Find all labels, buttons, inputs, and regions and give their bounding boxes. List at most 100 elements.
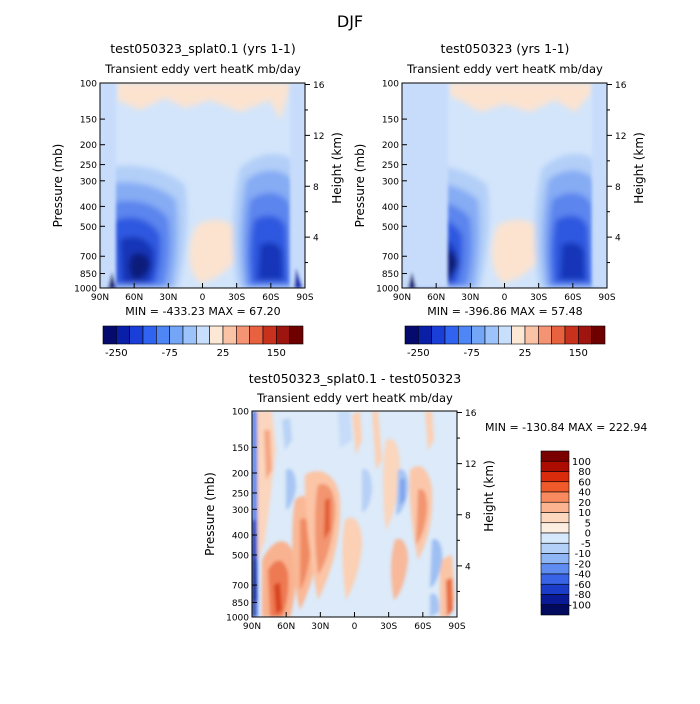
height-tick-label: 16 [465, 409, 477, 419]
height-tick-label: 4 [465, 562, 471, 572]
height-tick-label: 12 [615, 132, 626, 142]
colorbar-label: 25 [519, 348, 532, 359]
colorbar-swatch [551, 325, 566, 345]
panel-3-title: test050323_splat0.1 - test050323 [249, 371, 462, 386]
colorbar-label: 60 [578, 477, 591, 488]
colorbar-swatch [142, 325, 157, 345]
panel-1: test050323_splat0.1 (yrs 1-1) Transient … [51, 41, 344, 359]
pressure-tick-label: 1000 [376, 285, 399, 295]
colorbar-swatch [484, 325, 499, 345]
colorbar-label: -75 [463, 348, 479, 359]
colorbar-swatch [540, 604, 570, 616]
height-tick-label: 8 [313, 183, 319, 193]
pressure-tick-label: 400 [232, 532, 249, 542]
pressure-tick-label: 300 [382, 177, 399, 187]
colorbar-swatch [540, 594, 570, 606]
panel-2-colorbar: -250 -75 25 150 [404, 325, 606, 359]
colorbar-swatch [538, 325, 552, 345]
colorbar-swatch [511, 325, 526, 345]
pressure-tick-label: 250 [232, 489, 249, 499]
colorbar-swatch [182, 325, 197, 345]
colorbar-label: -10 [575, 549, 591, 560]
lat-tick-label: 30S [380, 622, 397, 632]
lat-tick-label: 90S [448, 622, 465, 632]
pressure-tick-label: 100 [80, 80, 97, 90]
pressure-tick-label: 500 [80, 223, 97, 233]
figure-title: DJF [337, 12, 363, 31]
colorbar-label: 20 [578, 498, 591, 509]
colorbar-swatch [431, 325, 446, 345]
panel-2-axes: 100 150 200 250 300 400 500 700 850 1000 16 12 8 4 90N… [353, 80, 646, 304]
pressure-tick-label: 250 [382, 161, 399, 171]
pressure-tick-label: 400 [382, 203, 399, 213]
pressure-tick-label: 400 [80, 203, 97, 213]
colorbar-swatch [540, 573, 570, 585]
pressure-tick-label: 500 [232, 551, 249, 561]
panel-1-field [100, 83, 305, 288]
colorbar-swatch [129, 325, 144, 345]
pressure-tick-label: 250 [80, 161, 97, 171]
colorbar-label: -20 [575, 559, 591, 570]
lat-tick-label: 0 [200, 293, 206, 303]
pressure-tick-label: 500 [382, 223, 399, 233]
pressure-tick-label: 850 [232, 599, 249, 609]
height-tick-label: 8 [465, 511, 471, 521]
panel-3-axes: 100 150 200 250 300 400 500 700 850 1000 16 12 8 4 90N… [203, 408, 496, 633]
colorbar-swatch [102, 325, 117, 345]
panel-3-subtitle: Transient eddy vert heatK mb/day [256, 391, 453, 405]
lat-tick-label: 60N [125, 293, 143, 303]
lat-tick-label: 30N [159, 293, 177, 303]
pressure-tick-label: 850 [80, 270, 97, 280]
colorbar-swatch [156, 325, 170, 345]
colorbar-swatch [578, 325, 592, 345]
panel-1-title: test050323_splat0.1 (yrs 1-1) [110, 41, 296, 56]
colorbar-label: 80 [578, 467, 591, 478]
colorbar-swatch [458, 325, 472, 345]
y-axis-label: Pressure (mb) [51, 144, 65, 228]
colorbar-label: 40 [578, 488, 591, 499]
panel-1-colorbar: -250 -75 25 150 [102, 325, 304, 359]
pressure-tick-label: 100 [232, 408, 249, 418]
panel-2-stats: MIN = -396.86 MAX = 57.48 [427, 305, 582, 318]
panel-2-field [402, 83, 607, 288]
y2-axis-label: Height (km) [632, 132, 646, 203]
colorbar-swatch [540, 460, 570, 472]
pressure-tick-label: 700 [382, 253, 399, 263]
pressure-tick-label: 100 [382, 80, 399, 90]
colorbar-swatch [540, 471, 570, 483]
colorbar-swatch [222, 325, 237, 345]
panel-1-subtitle: Transient eddy vert heatK mb/day [104, 62, 301, 76]
colorbar-label: -60 [575, 580, 591, 591]
lat-tick-label: 90N [393, 293, 411, 303]
colorbar-label: -250 [105, 348, 128, 359]
lat-tick-label: 30S [530, 293, 547, 303]
height-tick-label: 16 [615, 81, 627, 91]
lat-tick-label: 60N [427, 293, 445, 303]
pressure-tick-label: 700 [232, 582, 249, 592]
colorbar-label: 100 [572, 457, 591, 468]
colorbar-label: -100 [568, 600, 591, 611]
colorbar-label: -250 [407, 348, 430, 359]
colorbar-swatch [540, 491, 570, 503]
colorbar-swatch [209, 325, 224, 345]
colorbar-swatch [540, 481, 570, 493]
colorbar-swatch [540, 512, 570, 524]
height-tick-label: 8 [615, 183, 621, 193]
colorbar-swatch [196, 325, 210, 345]
y2-axis-label: Height (km) [482, 460, 496, 531]
colorbar-label: 10 [578, 508, 591, 519]
pressure-tick-label: 1000 [226, 614, 249, 624]
pressure-tick-label: 200 [382, 141, 399, 151]
pressure-tick-label: 300 [232, 506, 249, 516]
colorbar-label: -5 [581, 539, 591, 550]
lat-tick-label: 60N [277, 622, 295, 632]
panel-2: test050323 (yrs 1-1) Transient eddy vert… [353, 41, 646, 359]
colorbar-swatch [169, 325, 184, 345]
pressure-tick-label: 200 [80, 141, 97, 151]
colorbar-swatch [249, 325, 264, 345]
height-tick-label: 12 [313, 132, 324, 142]
panel-3: test050323_splat0.1 - test050323 Transie… [203, 371, 647, 632]
